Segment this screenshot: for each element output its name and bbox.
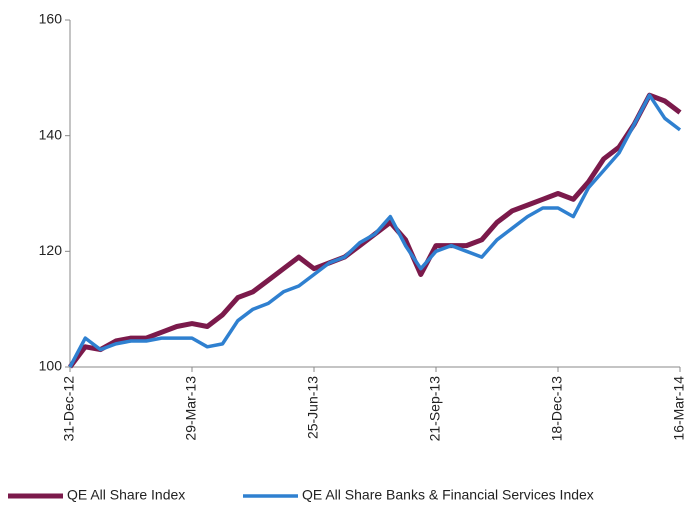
legend-label: QE All Share Banks & Financial Services … (302, 487, 594, 503)
x-tick-label: 29-Mar-13 (183, 376, 199, 441)
legend-label: QE All Share Index (67, 487, 185, 503)
x-tick-label: 16-Mar-14 (671, 376, 687, 441)
x-tick-label: 18-Dec-13 (549, 376, 565, 442)
x-tick-label: 31-Dec-12 (61, 376, 77, 442)
series-line (68, 93, 682, 368)
x-tick-label: 25-Jun-13 (305, 376, 321, 439)
x-tick-label: 21-Sep-13 (427, 376, 443, 442)
y-tick-label: 100 (39, 358, 63, 374)
series-line (68, 92, 682, 369)
y-tick-label: 120 (39, 242, 63, 258)
y-tick-label: 140 (39, 126, 63, 142)
y-tick-label: 160 (39, 11, 63, 27)
